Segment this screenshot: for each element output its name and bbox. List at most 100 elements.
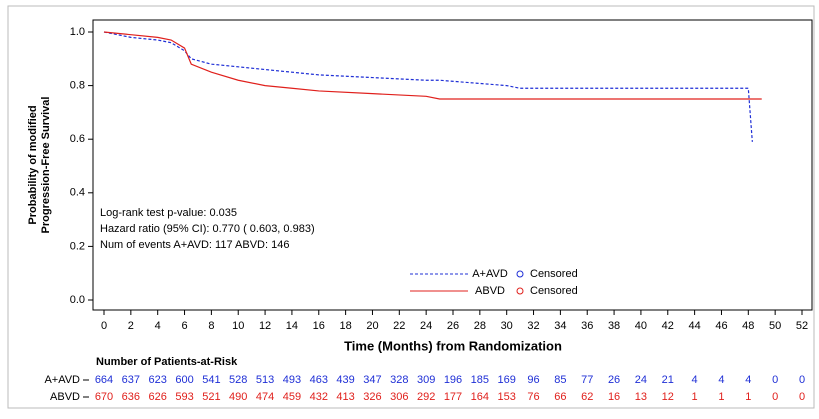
legend-censor-label: Censored (530, 268, 578, 280)
risk-count: 24 (635, 374, 647, 386)
risk-count: 541 (202, 374, 220, 386)
risk-count: 513 (256, 374, 274, 386)
risk-count: 309 (417, 374, 435, 386)
risk-count: 153 (498, 391, 516, 403)
risk-count: 96 (527, 374, 539, 386)
annotation: Hazard ratio (95% CI): 0.770 ( 0.603, 0.… (100, 223, 315, 235)
x-label: Time (Months) from Randomization (344, 338, 562, 353)
plot-frame (92, 19, 813, 311)
risk-count: 196 (444, 374, 462, 386)
risk-count: 292 (417, 391, 435, 403)
risk-count: 26 (608, 374, 620, 386)
risk-count: 66 (554, 391, 566, 403)
risk-count: 326 (363, 391, 381, 403)
risk-count: 4 (692, 374, 698, 386)
x-tick-label: 38 (608, 320, 620, 332)
annotation: Log-rank test p-value: 0.035 (100, 207, 237, 219)
y-tick-label: 0.6 (70, 133, 85, 145)
x-tick-label: 48 (742, 320, 754, 332)
x-tick-label: 24 (420, 320, 432, 332)
x-tick-label: 46 (715, 320, 727, 332)
x-tick-label: 52 (796, 320, 808, 332)
risk-count: 432 (310, 391, 328, 403)
y-tick-label: 1.0 (70, 26, 85, 38)
y-tick-label: 0.8 (70, 80, 85, 92)
x-tick-label: 2 (128, 320, 134, 332)
risk-count: 490 (229, 391, 247, 403)
risk-count: 493 (283, 374, 301, 386)
y-label: Progression-Free Survival (40, 97, 52, 234)
risk-count: 16 (608, 391, 620, 403)
annotation: Num of events A+AVD: 117 ABVD: 146 (100, 239, 289, 251)
risk-count: 439 (336, 374, 354, 386)
x-tick-label: 42 (662, 320, 674, 332)
legend-censor-label: Censored (530, 285, 578, 297)
risk-count: 463 (310, 374, 328, 386)
risk-count: 85 (554, 374, 566, 386)
risk-count: 1 (692, 391, 698, 403)
risk-count: 636 (122, 391, 140, 403)
risk-count: 0 (772, 374, 778, 386)
risk-count: 1 (718, 391, 724, 403)
risk-count: 164 (471, 391, 489, 403)
series-line (103, 31, 753, 142)
risk-count: 185 (471, 374, 489, 386)
x-tick-label: 36 (581, 320, 593, 332)
risk-count: 13 (635, 391, 647, 403)
risk-count: 62 (581, 391, 593, 403)
risk-count: 1 (745, 391, 751, 403)
x-tick-label: 6 (181, 320, 187, 332)
risk-count: 347 (363, 374, 381, 386)
risk-count: 521 (202, 391, 220, 403)
risk-count: 169 (498, 374, 516, 386)
risk-row-label: ABVD (50, 391, 80, 403)
x-tick-label: 50 (769, 320, 781, 332)
risk-count: 0 (772, 391, 778, 403)
x-tick-label: 16 (313, 320, 325, 332)
risk-count: 474 (256, 391, 274, 403)
x-tick-label: 32 (527, 320, 539, 332)
x-tick-label: 10 (232, 320, 244, 332)
x-tick-label: 0 (101, 320, 107, 332)
y-label: Probability of modified (27, 105, 39, 224)
x-tick-label: 18 (339, 320, 351, 332)
risk-count: 0 (799, 374, 805, 386)
risk-count: 600 (175, 374, 193, 386)
risk-count: 459 (283, 391, 301, 403)
x-tick-label: 30 (501, 320, 513, 332)
x-tick-label: 4 (155, 320, 161, 332)
risk-count: 637 (122, 374, 140, 386)
y-tick-label: 0.0 (70, 294, 85, 306)
x-tick-label: 26 (447, 320, 459, 332)
x-tick-label: 34 (554, 320, 566, 332)
outer-frame (7, 5, 815, 409)
y-tick-label: 0.4 (70, 187, 85, 199)
risk-count: 664 (95, 374, 113, 386)
risk-count: 4 (718, 374, 724, 386)
risk-count: 593 (175, 391, 193, 403)
risk-count: 21 (662, 374, 674, 386)
risk-count: 77 (581, 374, 593, 386)
x-tick-label: 12 (259, 320, 271, 332)
risk-count: 670 (95, 391, 113, 403)
risk-count: 177 (444, 391, 462, 403)
legend-censor-icon (516, 270, 524, 278)
legend-censor-icon (516, 287, 524, 295)
x-tick-label: 44 (688, 320, 700, 332)
x-tick-label: 8 (208, 320, 214, 332)
risk-count: 413 (336, 391, 354, 403)
risk-count: 626 (149, 391, 167, 403)
x-tick-label: 28 (474, 320, 486, 332)
risk-count: 12 (662, 391, 674, 403)
risk-count: 328 (390, 374, 408, 386)
legend-label: A+AVD (472, 268, 508, 280)
risk-count: 623 (149, 374, 167, 386)
risk-count: 528 (229, 374, 247, 386)
risk-row-label: A+AVD (44, 374, 80, 386)
risk-title: Number of Patients-at-Risk (96, 356, 238, 368)
x-tick-label: 40 (635, 320, 647, 332)
x-tick-label: 20 (366, 320, 378, 332)
x-tick-label: 14 (286, 320, 298, 332)
risk-count: 76 (527, 391, 539, 403)
